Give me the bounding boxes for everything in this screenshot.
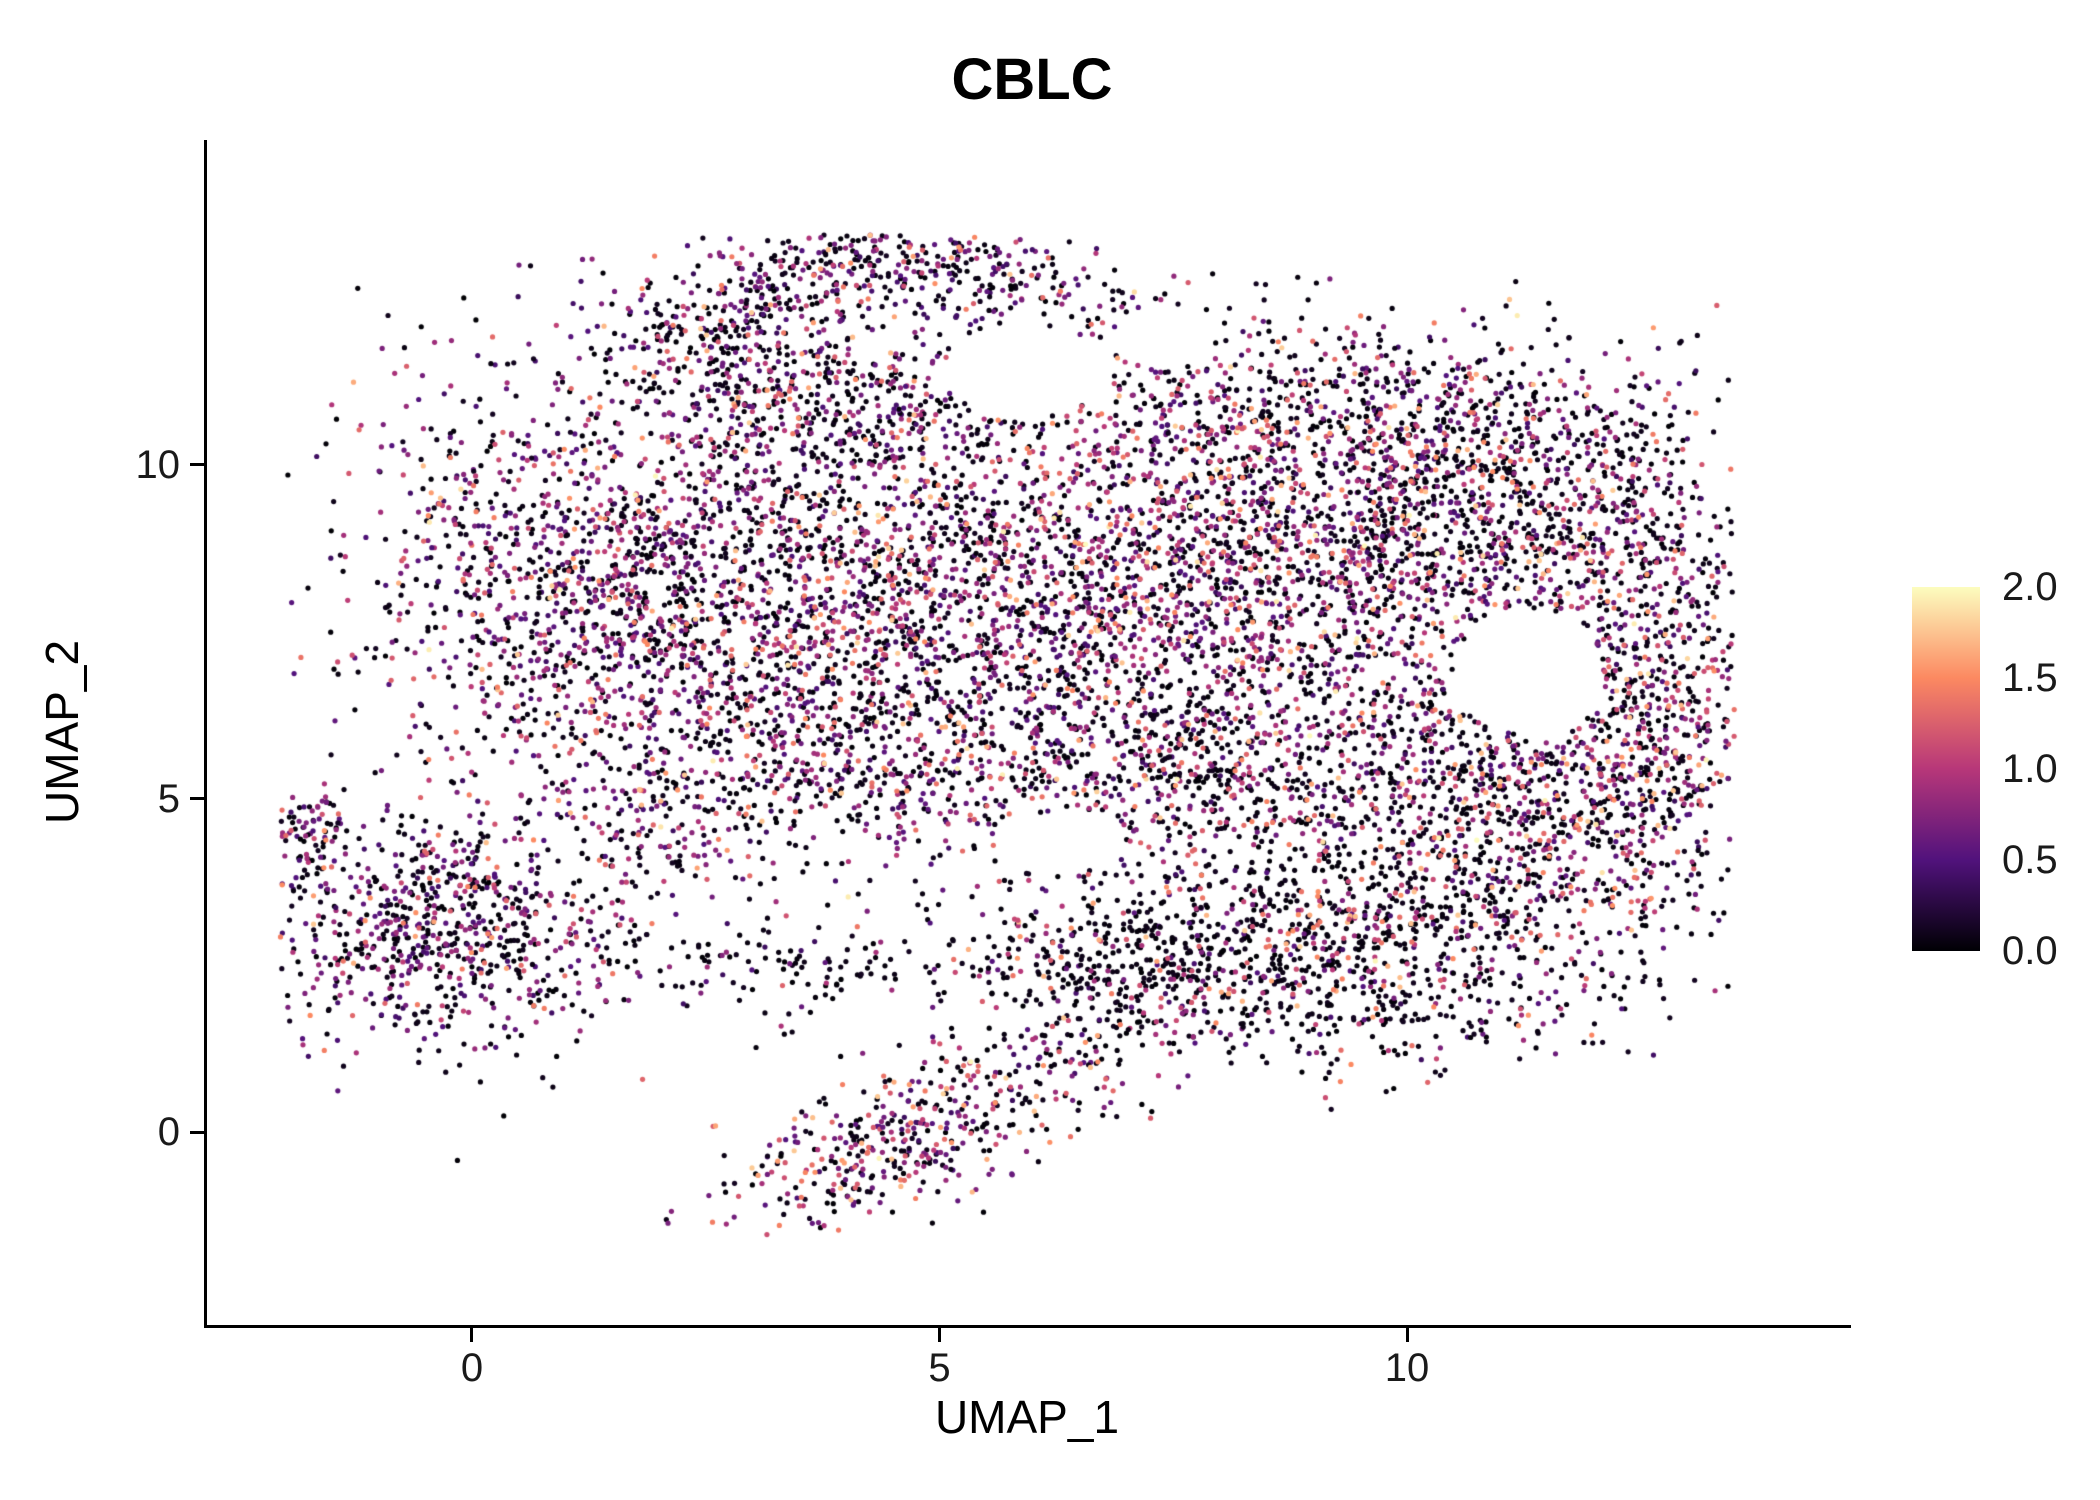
y-axis-title: UMAP_2: [36, 639, 88, 825]
legend-tick-label: 1.0: [2002, 747, 2058, 791]
y-tick-label: 5: [157, 776, 180, 821]
x-tick-label: 0: [460, 1346, 484, 1390]
y-axis-line: [204, 140, 207, 1328]
x-tick-mark: [470, 1328, 474, 1342]
y-tick-mark: [190, 463, 204, 467]
y-tick-mark: [190, 797, 204, 801]
legend-tick-label: 1.5: [2002, 656, 2058, 700]
x-tick-label: 5: [928, 1346, 951, 1390]
y-tick-label: 10: [135, 442, 181, 487]
colorbar-gradient: [1912, 587, 1980, 951]
legend-tick-label: 0.0: [2002, 929, 2058, 973]
legend-tick-label: 0.5: [2002, 838, 2058, 882]
y-tick-label: 0: [157, 1110, 180, 1155]
x-axis-line: [204, 1325, 1851, 1328]
x-tick-mark: [1405, 1328, 1409, 1342]
legend-tick-label: 2.0: [2002, 565, 2058, 609]
x-tick-label: 10: [1384, 1346, 1430, 1390]
x-axis-title: UMAP_1: [934, 1391, 1120, 1443]
x-tick-mark: [938, 1328, 941, 1342]
plot-title: CBLC: [951, 47, 1113, 112]
y-tick-mark: [190, 1130, 204, 1134]
